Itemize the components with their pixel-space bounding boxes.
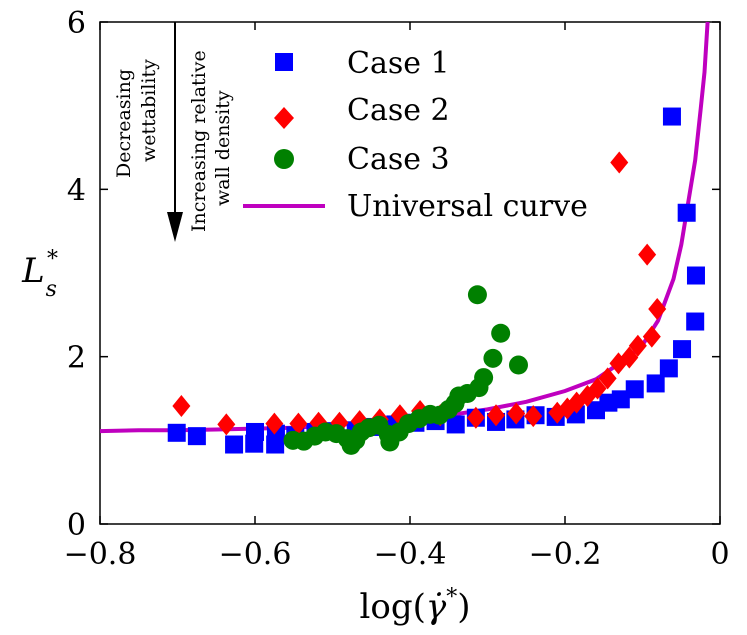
legend-marker-case-2 [274, 107, 294, 129]
y-tick-label: 2 [67, 341, 86, 376]
data-point-case-1 [446, 415, 465, 434]
legend: Case 1 Case 2 Case 3 Universal curve [243, 46, 588, 224]
data-point-case-2 [642, 325, 661, 348]
data-point-case-1 [246, 422, 264, 441]
data-point-case-3 [467, 285, 487, 305]
legend-label-case-2: Case 2 [347, 93, 450, 128]
legend-label-case-1: Case 1 [347, 46, 450, 81]
x-tick-label: −0.4 [374, 537, 447, 572]
data-point-case-1 [659, 359, 678, 378]
annotation-left-line2: wettability [138, 59, 160, 162]
y-tick-label: 0 [67, 508, 86, 543]
data-point-case-2 [466, 406, 485, 429]
data-marks [99, 21, 710, 455]
data-point-case-2 [487, 404, 506, 427]
data-point-case-1 [611, 390, 630, 409]
data-point-case-2 [507, 402, 526, 425]
data-point-case-1 [673, 340, 692, 359]
data-point-case-3 [483, 348, 503, 368]
legend-marker-case-1 [275, 53, 293, 71]
x-axis-label: log(γ̇*) [360, 585, 471, 627]
data-point-case-2 [172, 395, 191, 418]
annotation-right-line1: Increasing relative [188, 50, 210, 232]
annotation-left-line1: Decreasing [113, 69, 135, 178]
data-point-case-2 [524, 405, 543, 428]
data-point-case-2 [588, 377, 607, 400]
data-point-case-1 [625, 380, 644, 399]
annotation: Decreasing wettability Increasing relati… [113, 22, 234, 242]
x-tick-label: 0 [710, 537, 729, 572]
data-point-case-3 [491, 323, 511, 343]
annotation-arrow-head-icon [167, 212, 183, 242]
annotation-right-line2: wall density [212, 90, 234, 206]
data-point-case-3 [509, 355, 528, 375]
x-tick-label: −0.6 [219, 537, 292, 572]
data-point-case-1 [686, 266, 705, 285]
data-point-case-1 [677, 203, 696, 222]
y-axis-label: Ls* [21, 247, 58, 302]
data-point-case-2 [610, 151, 629, 174]
y-tick-label: 6 [67, 6, 86, 41]
legend-label-universal-curve: Universal curve [347, 189, 588, 224]
data-point-case-1 [225, 435, 244, 454]
legend-marker-case-3 [274, 149, 294, 169]
axis-ticks: −0.8 −0.6 −0.4 −0.2 0 0 2 4 6 [64, 6, 730, 572]
data-point-case-1 [167, 423, 186, 442]
data-point-case-1 [187, 427, 206, 446]
data-point-case-2 [265, 412, 284, 435]
x-tick-label: −0.8 [64, 537, 137, 572]
data-point-case-3 [474, 368, 494, 388]
data-point-case-2 [648, 297, 667, 320]
x-tick-label: −0.2 [529, 537, 602, 572]
data-point-case-2 [217, 413, 236, 436]
data-point-case-1 [686, 312, 705, 331]
data-point-case-2 [638, 243, 657, 266]
data-point-case-1 [662, 107, 681, 126]
data-point-case-2 [620, 346, 639, 369]
legend-label-case-3: Case 3 [347, 142, 450, 177]
y-tick-label: 4 [67, 173, 86, 208]
data-point-case-2 [628, 334, 647, 357]
data-point-case-2 [598, 367, 617, 390]
data-point-case-2 [289, 412, 308, 435]
data-point-case-1 [646, 374, 665, 393]
